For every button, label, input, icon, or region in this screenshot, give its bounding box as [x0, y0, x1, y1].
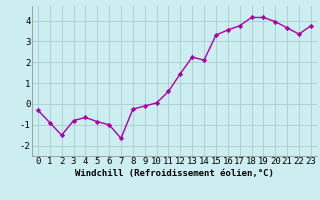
X-axis label: Windchill (Refroidissement éolien,°C): Windchill (Refroidissement éolien,°C)	[75, 169, 274, 178]
